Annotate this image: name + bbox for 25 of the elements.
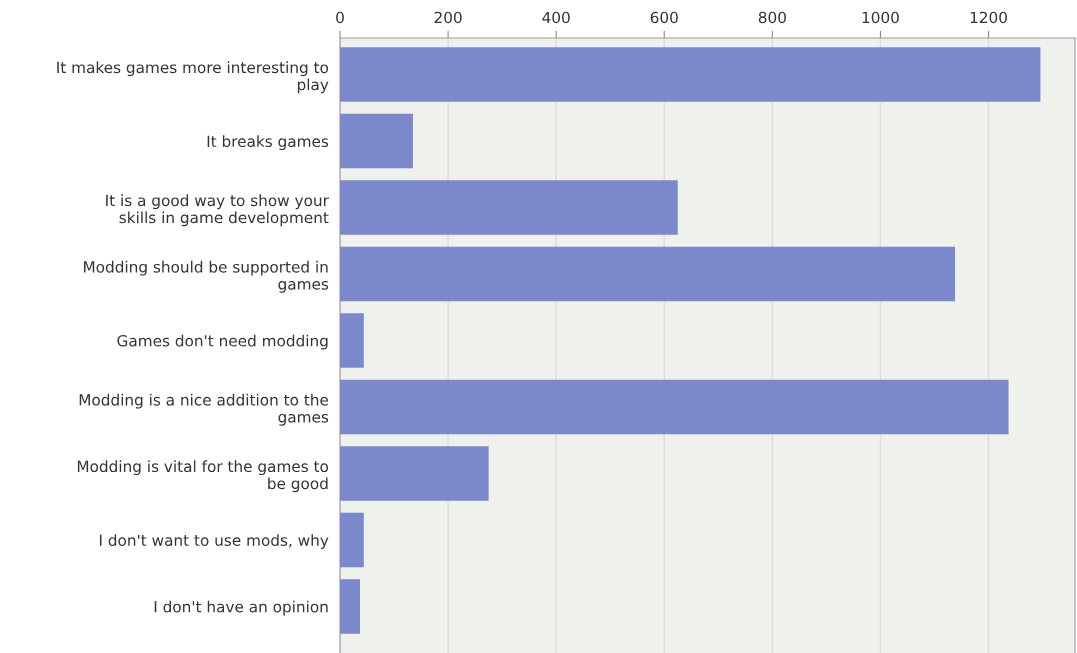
bar <box>340 180 678 235</box>
y-tick-label: Modding should be supported in games <box>84 260 329 293</box>
bar <box>340 313 364 368</box>
y-tick-label: I don't want to use mods, why <box>99 534 329 549</box>
y-tick-label: I don't have an opinion <box>154 600 328 616</box>
bar <box>340 446 489 501</box>
bar <box>340 512 364 568</box>
y-tick-label: It makes games more interesting to play <box>57 61 329 94</box>
bar <box>340 47 1041 102</box>
x-tick-label: 400 <box>542 11 570 24</box>
x-tick-label: 0 <box>336 11 344 24</box>
y-tick-label: Games don't need modding <box>117 334 328 350</box>
x-tick-label: 800 <box>758 11 786 24</box>
bar <box>340 579 360 634</box>
x-tick-label: 1000 <box>862 11 899 24</box>
x-tick-label: 200 <box>434 11 462 24</box>
x-tick-label: 600 <box>650 11 678 24</box>
x-tick-label: 1200 <box>970 11 1007 24</box>
bar <box>340 246 956 302</box>
bar <box>340 113 413 169</box>
y-tick-label: It breaks games <box>207 135 329 151</box>
y-tick-label: Modding is vital for the games to be good <box>77 460 329 493</box>
y-tick-label: Modding is a nice addition to the games <box>79 393 329 426</box>
y-tick-label: It is a good way to show your skills in game development <box>106 194 329 227</box>
bar <box>340 379 1009 435</box>
